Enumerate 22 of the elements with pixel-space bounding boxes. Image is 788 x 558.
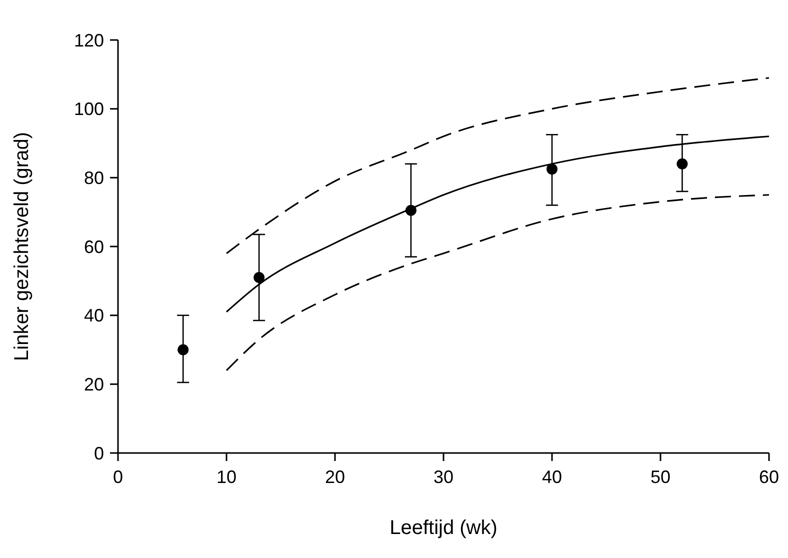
x-tick-label: 0 [112,467,124,487]
line-series [226,194,770,372]
y-tick-label: 80 [84,168,104,188]
y-tick-label: 40 [84,306,104,326]
y-tick-label: 100 [74,99,104,120]
x-tick-label: 20 [324,467,346,487]
x-tick-label: 50 [650,467,671,487]
x-tick-label: 40 [542,467,562,487]
y-tick-label: 60 [84,236,104,257]
point [254,272,265,283]
line-series [226,77,770,254]
x-axis-title: Leeftijd (wk) [390,517,498,539]
y-axis-title: Linker gezichtsveld (grad) [11,132,33,361]
x-tick-label: 10 [216,467,237,487]
y-tick-label: 120 [74,30,104,50]
x-tick-label: 60 [758,467,780,487]
point [178,344,189,356]
point [676,158,688,170]
point [546,164,558,175]
y-tick-label: 20 [84,374,104,394]
x-tick-label: 30 [433,467,454,487]
y-tick-label: 0 [94,443,104,464]
